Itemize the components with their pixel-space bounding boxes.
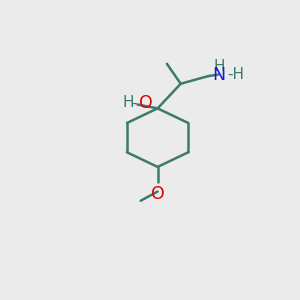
Text: O: O (139, 94, 153, 112)
Text: -H: -H (228, 67, 245, 82)
Text: -: - (132, 95, 137, 110)
Text: O: O (151, 184, 164, 202)
Text: H: H (214, 58, 225, 74)
Text: H: H (123, 95, 134, 110)
Text: N: N (213, 65, 226, 83)
